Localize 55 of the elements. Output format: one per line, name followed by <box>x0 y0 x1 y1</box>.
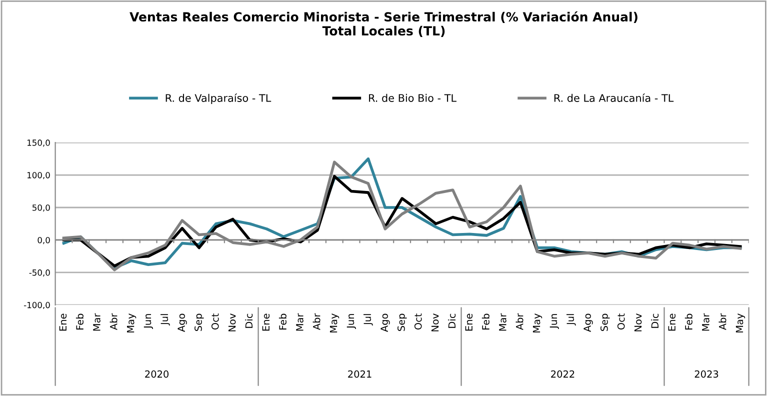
x-tick-label: Mar <box>296 313 304 331</box>
legend-label: R. de Bio Bio - TL <box>369 94 456 102</box>
x-tick-label: Dic <box>448 314 456 328</box>
legend-label: R. de Valparaíso - TL <box>166 93 272 104</box>
x-tick-label: Ene <box>668 314 676 331</box>
text: 2022 <box>551 370 574 378</box>
x-tick-label: Feb <box>482 314 490 330</box>
x-tick-label: Sep <box>194 314 204 331</box>
x-tick-label: May <box>736 314 746 332</box>
x-tick-label: Jul <box>364 314 373 326</box>
x-tick-label: Ago <box>178 314 187 332</box>
x-tick-label: Abr <box>718 313 726 330</box>
x-tick-label: Jun <box>550 314 559 329</box>
x-tick-label: Nov <box>634 314 642 332</box>
x-tick-label: Mar <box>93 313 100 331</box>
legend-label: R. de La Araucanía - TL <box>554 93 674 102</box>
text: 2023 <box>694 370 718 378</box>
x-tick-label: Jul <box>160 314 170 326</box>
x-tick-label: Oct <box>617 313 625 330</box>
x-tick-label: Oct <box>414 313 422 330</box>
y-tick-label: -100,0 <box>24 302 50 310</box>
x-tick-label: Abr <box>312 313 320 330</box>
x-tick-label: May <box>532 314 542 332</box>
x-tick-label: Ago <box>380 314 390 332</box>
x-tick-label: Feb <box>278 314 286 330</box>
text: 2021 <box>348 370 372 378</box>
x-tick-label: Dic <box>245 314 253 328</box>
x-tick-label: May <box>127 314 136 332</box>
x-tick-label: Ene <box>262 314 270 331</box>
y-tick-label: 50,0 <box>32 204 50 212</box>
y-tick-label: -50,0 <box>29 269 50 277</box>
x-tick-label: Jun <box>144 314 153 329</box>
chart-title: Ventas Reales Comercio Minorista - Serie Trimestral (% Variación Anual) Total Locales (TL) <box>130 11 638 38</box>
x-tick-label: Mar <box>702 313 710 331</box>
y-tick-label: 150,0 <box>27 140 50 147</box>
x-tick-label: Nov <box>431 314 439 332</box>
text: 2020 <box>145 370 169 378</box>
y-tick-label: 100,0 <box>27 172 50 180</box>
x-tick-label: Ene <box>465 314 473 331</box>
x-tick-label: Feb <box>684 314 692 330</box>
x-tick-label: Abr <box>110 313 118 330</box>
x-tick-label: Jun <box>346 314 356 329</box>
x-tick-label: Mar <box>499 313 506 331</box>
y-tick-label: 0,0 <box>38 236 50 244</box>
x-tick-label: Ene <box>59 314 67 331</box>
x-tick-label: May <box>330 314 340 332</box>
x-tick-label: Nov <box>228 314 236 332</box>
x-tick-label: Feb <box>76 314 84 330</box>
x-tick-label: Sep <box>600 314 610 331</box>
x-tick-label: Sep <box>398 314 407 331</box>
x-tick-label: Dic <box>651 314 659 328</box>
x-tick-label: Jul <box>566 314 576 326</box>
x-tick-label: Oct <box>211 313 219 330</box>
x-tick-label: Ago <box>584 314 593 332</box>
x-tick-label: Abr <box>516 313 524 330</box>
